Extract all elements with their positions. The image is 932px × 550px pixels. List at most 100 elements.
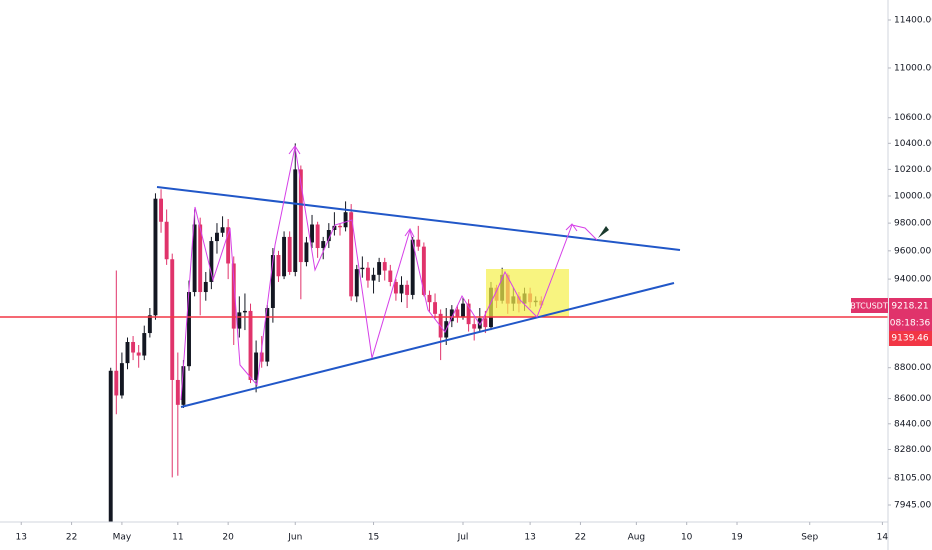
y-tick-label: 9800.00 xyxy=(894,219,931,229)
candle-body xyxy=(466,303,471,325)
candle-body xyxy=(332,225,337,231)
candle-body xyxy=(405,284,410,295)
x-tick-label: 11 xyxy=(172,533,183,543)
candle-body xyxy=(427,294,432,303)
candle-body xyxy=(293,169,298,272)
candle-body xyxy=(226,227,231,264)
candle-body xyxy=(170,259,175,380)
candle-body xyxy=(461,303,465,317)
candle-body xyxy=(343,212,348,228)
x-tick-label: May xyxy=(113,533,132,543)
axes: 7945.00 8105.00 8280.00 8440.00 8600.00 8800.… xyxy=(16,15,932,542)
last-price: 9218.21 xyxy=(891,302,928,312)
y-tick-label: 8800.00 xyxy=(894,363,931,373)
candle-body xyxy=(449,309,454,322)
y-tick-label: 9400.00 xyxy=(894,275,931,285)
x-tick-label: Aug xyxy=(628,533,646,543)
candle-body xyxy=(276,255,281,277)
candle-body xyxy=(259,352,264,362)
symbol-tag xyxy=(851,298,888,313)
x-tick-label: Jul xyxy=(457,533,469,543)
candle-body xyxy=(416,239,421,247)
lower-trendline xyxy=(180,282,675,408)
x-tick-label: Sep xyxy=(801,533,818,543)
candle-body xyxy=(131,341,136,353)
y-tick-label: 11400.00 xyxy=(894,15,932,25)
y-tick-label: 10200.00 xyxy=(894,165,932,175)
x-tick-label: 22 xyxy=(66,533,77,543)
candle-body xyxy=(237,312,242,329)
candle-body xyxy=(192,224,197,293)
y-tick-label: 8600.00 xyxy=(894,394,931,404)
candle-body xyxy=(108,370,113,522)
candle-body xyxy=(220,227,225,233)
candle-body xyxy=(114,370,119,396)
candle-body xyxy=(338,225,342,228)
candle-body xyxy=(282,236,287,277)
candle-body xyxy=(421,246,426,295)
wave-arrows xyxy=(288,145,578,238)
x-tick-label: 13 xyxy=(16,533,27,543)
candle-body xyxy=(315,224,320,249)
candle-body xyxy=(198,224,203,293)
candle-body xyxy=(181,366,186,405)
candle-body xyxy=(187,292,191,367)
candle-body xyxy=(472,324,477,329)
candle-body xyxy=(304,242,309,263)
candle-body xyxy=(393,281,398,294)
x-tick-label: Jun xyxy=(287,533,302,543)
x-tick-label: 14 xyxy=(877,533,889,543)
y-tick-label: 8280.00 xyxy=(894,445,931,455)
candle-body xyxy=(142,333,147,356)
candle-body xyxy=(164,221,169,260)
candle-body xyxy=(477,318,482,329)
candle-body xyxy=(326,230,331,242)
candle-body xyxy=(136,352,141,356)
candle-body xyxy=(354,269,359,297)
candle-body xyxy=(270,255,275,308)
candle-body xyxy=(215,232,219,242)
candle-body xyxy=(248,310,253,380)
candle-body xyxy=(310,224,314,243)
candle-body xyxy=(365,267,370,281)
symbol-label: BTCUSDT xyxy=(850,302,888,311)
y-tick-label: 8440.00 xyxy=(894,419,931,429)
candle-body xyxy=(371,274,376,281)
y-tick-label: 7945.00 xyxy=(894,500,931,510)
candle-body xyxy=(349,212,354,297)
candle-body xyxy=(360,267,365,270)
candle-body xyxy=(377,262,382,275)
x-tick-label: 22 xyxy=(575,533,586,543)
candle-body xyxy=(175,379,180,405)
candle-body xyxy=(159,198,164,222)
y-tick-label: 10000.00 xyxy=(894,191,932,201)
candle-body xyxy=(382,262,387,271)
candle-body xyxy=(298,169,303,263)
candle-body xyxy=(242,310,247,313)
rocket-icon xyxy=(598,226,609,238)
candle-body xyxy=(455,309,460,317)
candle-body xyxy=(119,363,124,396)
candle-body xyxy=(153,198,158,316)
drawings xyxy=(0,145,888,408)
countdown: 08:18:36 xyxy=(890,319,931,329)
candle-body xyxy=(483,318,488,328)
candle-body xyxy=(209,241,214,282)
candle-body xyxy=(231,263,236,329)
x-tick-label: 15 xyxy=(368,533,379,543)
x-tick-label: 13 xyxy=(524,533,535,543)
y-tick-label: 10400.00 xyxy=(894,139,932,149)
candle-body xyxy=(254,352,259,380)
price-tag xyxy=(889,298,932,331)
candle-body xyxy=(265,307,270,362)
candle-body xyxy=(203,281,208,293)
level-price: 9139.46 xyxy=(891,334,928,344)
upper-trendline xyxy=(156,186,681,251)
y-tick-label: 10600.00 xyxy=(894,113,932,123)
y-tick-label: 11000.00 xyxy=(894,63,932,73)
x-tick-label: 20 xyxy=(222,533,234,543)
candle-body xyxy=(147,315,152,334)
candle-body xyxy=(388,270,393,282)
